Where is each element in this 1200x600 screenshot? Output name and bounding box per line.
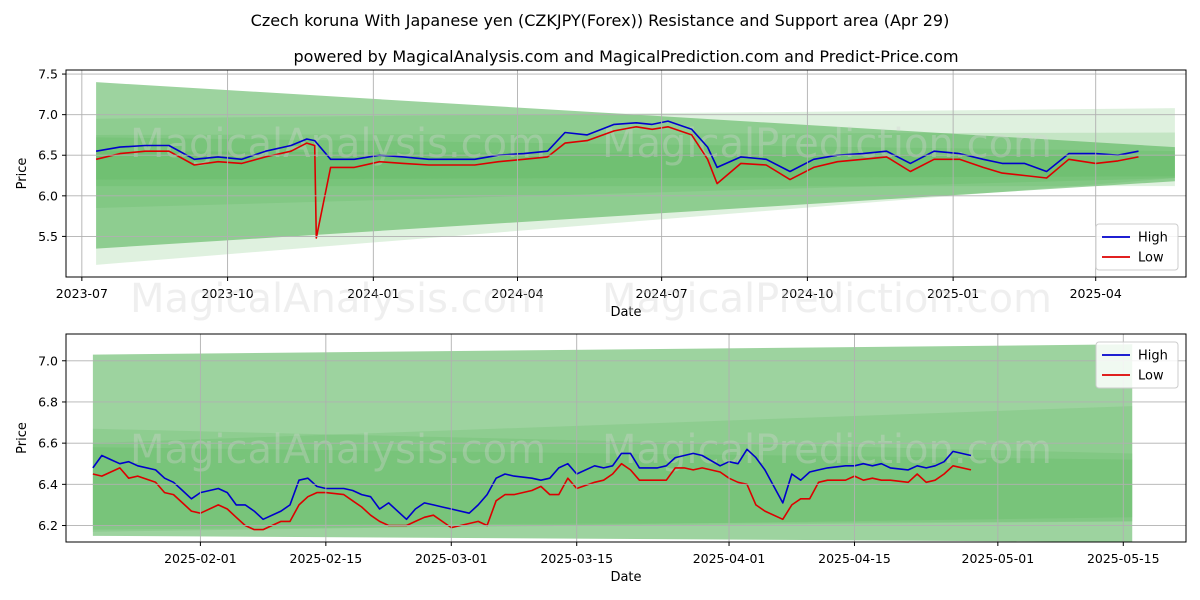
legend-box xyxy=(1095,341,1179,389)
support-resistance-band xyxy=(92,447,1133,526)
support-resistance-band xyxy=(92,406,1133,530)
y-tick-label: 6.0 xyxy=(38,188,58,203)
x-tick-label: 2024-07 xyxy=(636,286,688,301)
x-tick-label: 2025-05-01 xyxy=(962,551,1035,566)
x-tick-label: 2023-07 xyxy=(56,286,108,301)
y-tick-label: 7.0 xyxy=(38,353,58,368)
x-tick-label: 2024-01 xyxy=(347,286,399,301)
y-tick-label: 6.2 xyxy=(38,518,58,533)
support-resistance-band xyxy=(96,108,1175,187)
series-line-high xyxy=(92,448,972,521)
legend-box xyxy=(1095,223,1179,271)
series-line-low xyxy=(92,462,972,531)
x-axis-label: Date xyxy=(610,570,641,585)
legend-label-high: High xyxy=(1138,231,1168,246)
bottom-panel: MagicalAnalysis.com MagicalPrediction.com… xyxy=(15,333,1187,585)
x-tick-label: 2025-05-15 xyxy=(1087,551,1160,566)
y-tick-label: 6.6 xyxy=(38,436,58,451)
y-tick-label: 6.5 xyxy=(38,148,58,163)
y-axis-label: Price xyxy=(15,158,30,190)
legend-label-low: Low xyxy=(1138,251,1164,266)
y-tick-label: 7.5 xyxy=(38,67,58,82)
support-resistance-band xyxy=(96,151,1175,180)
x-tick-label: 2024-10 xyxy=(781,286,833,301)
y-tick-label: 5.5 xyxy=(38,229,58,244)
top-panel: MagicalAnalysis.com MagicalPrediction.com… xyxy=(15,67,1187,322)
axes-frame xyxy=(65,69,1187,278)
x-tick-label: 2025-04-15 xyxy=(818,551,891,566)
watermark: MagicalAnalysis.com xyxy=(130,276,546,322)
y-axis-label: Price xyxy=(15,422,30,454)
chart-title: Czech koruna With Japanese yen (CZKJPY(F… xyxy=(251,11,950,30)
watermark: MagicalPrediction.com xyxy=(602,427,1052,473)
plot-area: MagicalAnalysis.com MagicalPrediction.com xyxy=(95,82,1175,265)
x-tick-label: 2025-02-15 xyxy=(290,551,363,566)
chart-subtitle: powered by MagicalAnalysis.com and Magic… xyxy=(293,47,958,66)
y-tick-label: 6.4 xyxy=(38,477,58,492)
x-tick-label: 2025-04-01 xyxy=(693,551,766,566)
support-resistance-band xyxy=(92,428,1133,532)
x-tick-label: 2025-03-01 xyxy=(415,551,488,566)
x-tick-label: 2025-02-01 xyxy=(164,551,237,566)
x-tick-label: 2025-03-15 xyxy=(540,551,613,566)
axes-frame xyxy=(65,333,1187,543)
x-tick-label: 2025-04 xyxy=(1070,286,1122,301)
series-line-low xyxy=(95,126,1139,239)
series-line-high xyxy=(95,120,1139,173)
watermark: MagicalPrediction.com xyxy=(602,121,1052,167)
x-tick-label: 2023-10 xyxy=(201,286,253,301)
x-tick-label: 2024-04 xyxy=(491,286,543,301)
legend-label-high: High xyxy=(1138,349,1168,364)
support-resistance-band xyxy=(96,82,1175,249)
watermark: MagicalAnalysis.com xyxy=(130,427,546,473)
y-tick-label: 6.8 xyxy=(38,394,58,409)
watermark: MagicalPrediction.com xyxy=(602,276,1052,322)
legend-label-low: Low xyxy=(1138,369,1164,384)
x-tick-label: 2025-01 xyxy=(927,286,979,301)
y-tick-label: 7.0 xyxy=(38,107,58,122)
x-axis-label: Date xyxy=(610,305,641,320)
